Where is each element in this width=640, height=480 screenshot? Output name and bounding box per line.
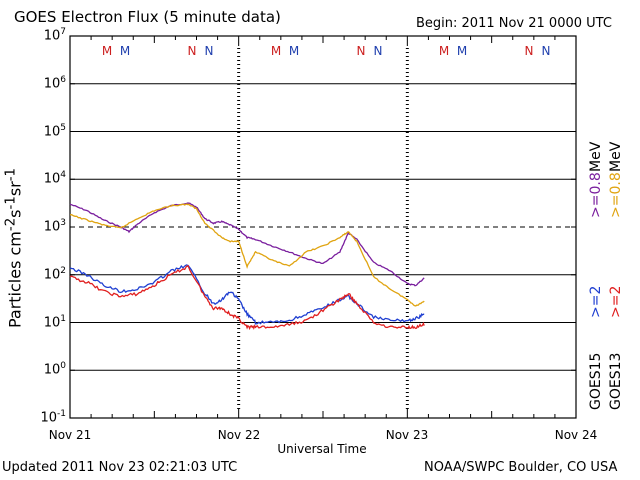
n-marker-2: N bbox=[204, 44, 214, 58]
m-marker-1: M bbox=[101, 44, 113, 58]
series-purple-line bbox=[69, 202, 425, 287]
legend-gold-label: >=0.8 bbox=[608, 172, 624, 218]
legend-unit-1: MeV bbox=[588, 141, 604, 172]
x-tick-nov22: Nov 22 bbox=[217, 428, 261, 442]
series-blue-line bbox=[69, 264, 425, 325]
n-marker-1: N bbox=[187, 44, 197, 58]
x-tick-nov21: Nov 21 bbox=[48, 428, 92, 442]
legend-goes13: GOES13 bbox=[608, 352, 624, 410]
y-tick-label: 107 bbox=[43, 27, 66, 44]
m-marker-3: M bbox=[270, 44, 282, 58]
updated-time: Updated 2011 Nov 23 02:21:03 UTC bbox=[2, 460, 238, 475]
series-lines bbox=[69, 202, 425, 331]
y-tick-label: 105 bbox=[43, 122, 66, 139]
series-gold-line bbox=[69, 203, 425, 307]
x-axis-label: Universal Time bbox=[277, 442, 367, 456]
m-marker-4: M bbox=[288, 44, 300, 58]
y-tick-label: 100 bbox=[43, 361, 66, 378]
begin-time: Begin: 2011 Nov 21 0000 UTC bbox=[416, 16, 612, 31]
y-axis-label: Particles cm-2s-1sr-1 bbox=[3, 167, 25, 329]
y-tick-label: 101 bbox=[43, 313, 66, 330]
m-marker-5: M bbox=[438, 44, 450, 58]
legend-red-label: >=2 bbox=[608, 285, 624, 318]
chart-title: GOES Electron Flux (5 minute data) bbox=[14, 8, 281, 26]
n-marker-5: N bbox=[524, 44, 534, 58]
n-marker-6: N bbox=[541, 44, 551, 58]
y-tick-label: 102 bbox=[43, 265, 66, 283]
legend-blue-label: >=2 bbox=[588, 285, 604, 318]
y-tick-label: 103 bbox=[43, 218, 66, 235]
n-marker-3: N bbox=[356, 44, 366, 58]
y-tick-label: 106 bbox=[43, 74, 66, 92]
y-tick-label: 104 bbox=[43, 170, 66, 187]
series-red-line bbox=[69, 264, 425, 331]
legend-purple-label: >=0.8 bbox=[588, 172, 604, 218]
x-ticks bbox=[69, 36, 577, 418]
x-tick-nov23: Nov 23 bbox=[385, 428, 429, 442]
legend-unit-2: MeV bbox=[608, 141, 624, 172]
legend-goes15: GOES15 bbox=[588, 352, 604, 410]
m-marker-2: M bbox=[119, 44, 131, 58]
x-tick-nov24: Nov 24 bbox=[554, 428, 598, 442]
midnight-markers bbox=[237, 48, 409, 410]
n-marker-4: N bbox=[373, 44, 383, 58]
m-marker-6: M bbox=[456, 44, 468, 58]
credit: NOAA/SWPC Boulder, CO USA bbox=[424, 460, 618, 475]
gridlines bbox=[70, 35, 576, 419]
y-tick-label: 10-1 bbox=[40, 409, 66, 426]
